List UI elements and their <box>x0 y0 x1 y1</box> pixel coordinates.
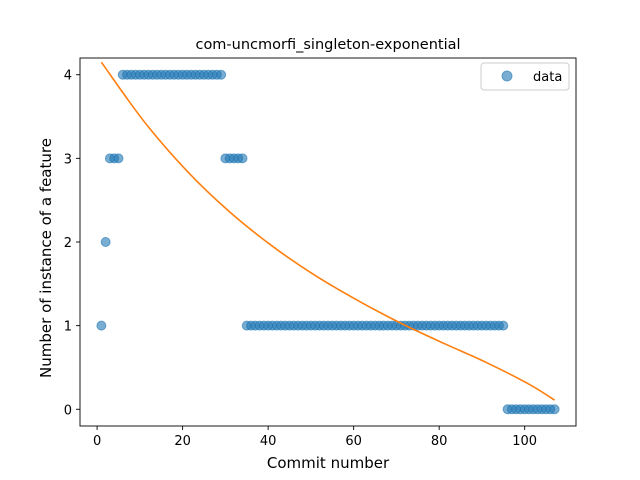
data-point <box>498 320 509 331</box>
data-point <box>549 404 560 415</box>
chart-title: com-uncmorfi_singleton-exponential <box>195 37 460 53</box>
y-axis-title: Number of instance of a feature <box>37 138 55 378</box>
x-axis-title: Commit number <box>267 454 390 472</box>
x-tick-label: 100 <box>512 434 537 449</box>
y-tick-label: 3 <box>64 152 72 167</box>
x-tick-label: 0 <box>93 434 101 449</box>
data-point <box>237 153 248 164</box>
data-point <box>100 237 111 247</box>
y-tick-label: 0 <box>64 403 72 418</box>
legend-frame <box>480 62 570 91</box>
y-tick-label: 2 <box>64 236 72 251</box>
x-tick-label: 80 <box>431 434 448 449</box>
x-tick-label: 40 <box>260 434 277 449</box>
legend: data <box>480 62 570 91</box>
fit-curve <box>100 61 556 401</box>
data-point <box>96 320 107 331</box>
x-tick-label: 20 <box>174 434 191 449</box>
y-tick-label: 4 <box>64 69 72 84</box>
y-tick-label: 1 <box>64 320 72 335</box>
data-point <box>113 153 124 164</box>
x-tick-label: 60 <box>345 434 362 449</box>
data-point <box>216 69 227 80</box>
legend-marker-data <box>501 70 513 82</box>
legend-label-data: data <box>533 70 562 85</box>
plot-area: 0 20 40 60 80 100 0 1 2 3 4 <box>64 57 577 449</box>
